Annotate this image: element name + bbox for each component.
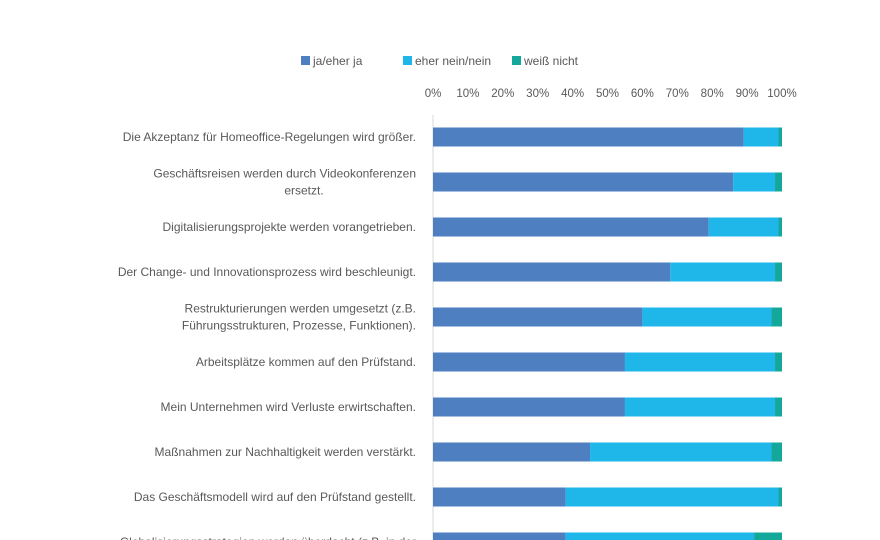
bar-segment-2 — [754, 532, 782, 540]
x-tick-label: 10% — [456, 88, 479, 100]
bar-segment-0 — [433, 127, 744, 147]
bar-segment-2 — [771, 442, 782, 462]
category-label: Führungsstrukturen, Prozesse, Funktionen… — [182, 319, 416, 333]
bar-segment-2 — [771, 307, 782, 327]
bar-segment-1 — [670, 262, 776, 282]
category-label: Globalisierungsstrategien werden überdac… — [120, 535, 416, 540]
bar-segment-2 — [775, 352, 782, 372]
bar-segment-0 — [433, 172, 734, 192]
category-label: Maßnahmen zur Nachhaltigkeit werden vers… — [155, 445, 416, 459]
x-tick-label: 0% — [425, 88, 442, 100]
bar-segment-1 — [590, 442, 772, 462]
bars — [433, 127, 782, 540]
category-label: ersetzt. — [284, 184, 323, 198]
bar-segment-1 — [743, 127, 779, 147]
bar-segment-1 — [733, 172, 776, 192]
bar-segment-0 — [433, 397, 625, 417]
bar-segment-2 — [778, 217, 782, 237]
bar-segment-0 — [433, 532, 566, 540]
bar-segment-1 — [624, 397, 776, 417]
bar-segment-2 — [775, 172, 782, 192]
bar-segment-1 — [565, 487, 779, 507]
legend: ja/eher ja eher nein/nein weiß nicht — [301, 54, 579, 68]
bar-segment-0 — [433, 442, 591, 462]
category-labels: Die Akzeptanz für Homeoffice-Regelungen … — [118, 130, 416, 540]
x-tick-label: 80% — [701, 88, 724, 100]
bar-segment-0 — [433, 487, 566, 507]
category-label: Geschäftsreisen werden durch Videokonfer… — [153, 167, 416, 181]
bar-segment-0 — [433, 352, 625, 372]
x-tick-label: 60% — [631, 88, 654, 100]
bar-segment-0 — [433, 262, 671, 282]
x-tick-label: 90% — [736, 88, 759, 100]
bar-segment-0 — [433, 307, 643, 327]
x-tick-label: 70% — [666, 88, 689, 100]
category-label: Mein Unternehmen wird Verluste erwirtsch… — [161, 400, 416, 414]
category-label: Die Akzeptanz für Homeoffice-Regelungen … — [123, 130, 416, 144]
x-tick-label: 20% — [491, 88, 514, 100]
category-label: Das Geschäftsmodell wird auf den Prüfsta… — [134, 490, 416, 504]
bar-segment-1 — [642, 307, 772, 327]
bar-segment-2 — [775, 397, 782, 417]
legend-label-1: eher nein/nein — [415, 54, 491, 68]
bar-segment-1 — [624, 352, 776, 372]
category-label: Arbeitsplätze kommen auf den Prüfstand. — [196, 355, 416, 369]
x-tick-label: 30% — [526, 88, 549, 100]
bar-segment-1 — [565, 532, 755, 540]
category-label: Der Change- und Innovationsprozess wird … — [118, 265, 416, 279]
category-label: Digitalisierungsprojekte werden voranget… — [163, 220, 416, 234]
legend-swatch-1 — [403, 56, 412, 65]
legend-label-2: weiß nicht — [523, 54, 579, 68]
bar-segment-1 — [708, 217, 779, 237]
x-tick-label: 40% — [561, 88, 584, 100]
legend-swatch-2 — [512, 56, 521, 65]
bar-segment-2 — [778, 127, 782, 147]
x-tick-label: 50% — [596, 88, 619, 100]
x-tick-label: 100% — [767, 88, 796, 100]
bar-segment-2 — [775, 262, 782, 282]
bar-segment-2 — [778, 487, 782, 507]
category-label: Restrukturierungen werden umgesetzt (z.B… — [185, 302, 416, 316]
bar-segment-0 — [433, 217, 709, 237]
x-axis-ticks: 0% 10% 20% 30% 40% 50% 60% 70% 80% 90% 100% — [425, 88, 797, 100]
legend-label-0: ja/eher ja — [312, 54, 363, 68]
legend-swatch-0 — [301, 56, 310, 65]
